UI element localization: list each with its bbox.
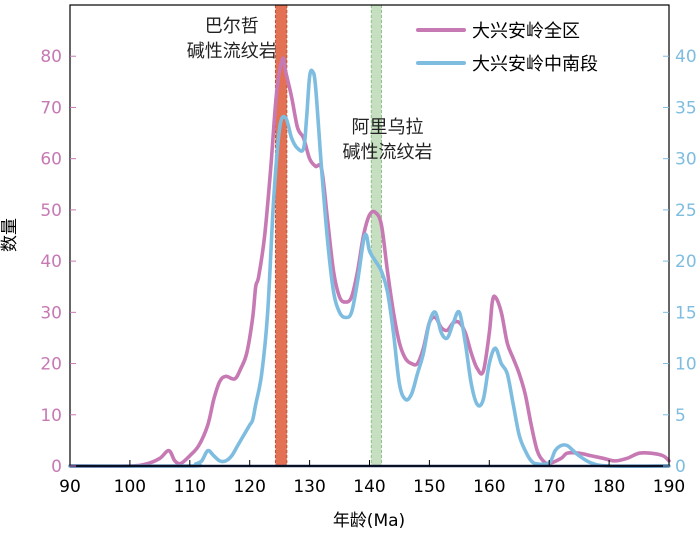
band-label: 碱性流纹岩	[342, 142, 432, 163]
y-left-tick-label: 10	[40, 406, 62, 426]
y-left-tick-label: 0	[51, 457, 62, 477]
y-left-tick-label: 20	[40, 355, 62, 375]
age-band	[275, 5, 287, 466]
age-band	[371, 5, 382, 466]
x-tick-label: 160	[473, 477, 505, 497]
x-tick-label: 170	[533, 477, 565, 497]
band-label: 巴尔哲	[205, 16, 259, 37]
y-right-tick-label: 5	[675, 406, 686, 426]
y-right-tick-label: 15	[675, 303, 697, 323]
x-tick-label: 90	[59, 477, 81, 497]
y-right-tick-label: 10	[675, 355, 697, 375]
series-line	[68, 56, 671, 468]
x-tick-label: 130	[293, 477, 325, 497]
y-right-tick-label: 25	[675, 201, 697, 221]
x-tick-label: 140	[353, 477, 385, 497]
x-tick-label: 110	[174, 477, 206, 497]
series-line	[68, 68, 671, 469]
y-left-tick-label: 30	[40, 303, 62, 323]
x-axis-label: 年龄(Ma)	[333, 511, 405, 531]
x-tick-label: 100	[114, 477, 146, 497]
y-right-tick-label: 30	[675, 150, 697, 170]
ticks-layer: 90 100 110 120 130 140 150 160 170 180 19001020304…	[40, 47, 696, 497]
y-left-tick-label: 60	[40, 150, 62, 170]
y-left-tick-label: 40	[40, 252, 62, 272]
x-tick-label: 120	[233, 477, 265, 497]
x-tick-label: 150	[413, 477, 445, 497]
y-axis-label-left: 数量	[0, 218, 20, 252]
y-left-tick-label: 70	[40, 98, 62, 118]
y-left-tick-label: 80	[40, 47, 62, 67]
y-left-tick-label: 50	[40, 201, 62, 221]
band-label: 碱性流纹岩	[187, 41, 277, 62]
y-right-tick-label: 35	[675, 98, 697, 118]
x-tick-label: 190	[653, 477, 685, 497]
band-label: 阿里乌拉	[351, 117, 423, 138]
x-tick-label: 180	[593, 477, 625, 497]
y-right-tick-label: 40	[675, 47, 697, 67]
y-right-tick-label: 0	[675, 457, 686, 477]
legend-label: 大兴安岭全区	[472, 21, 580, 42]
legend-label: 大兴安岭中南段	[472, 54, 598, 75]
y-right-tick-label: 20	[675, 252, 697, 272]
labels-layer: 年龄(Ma) 数量	[0, 218, 405, 531]
